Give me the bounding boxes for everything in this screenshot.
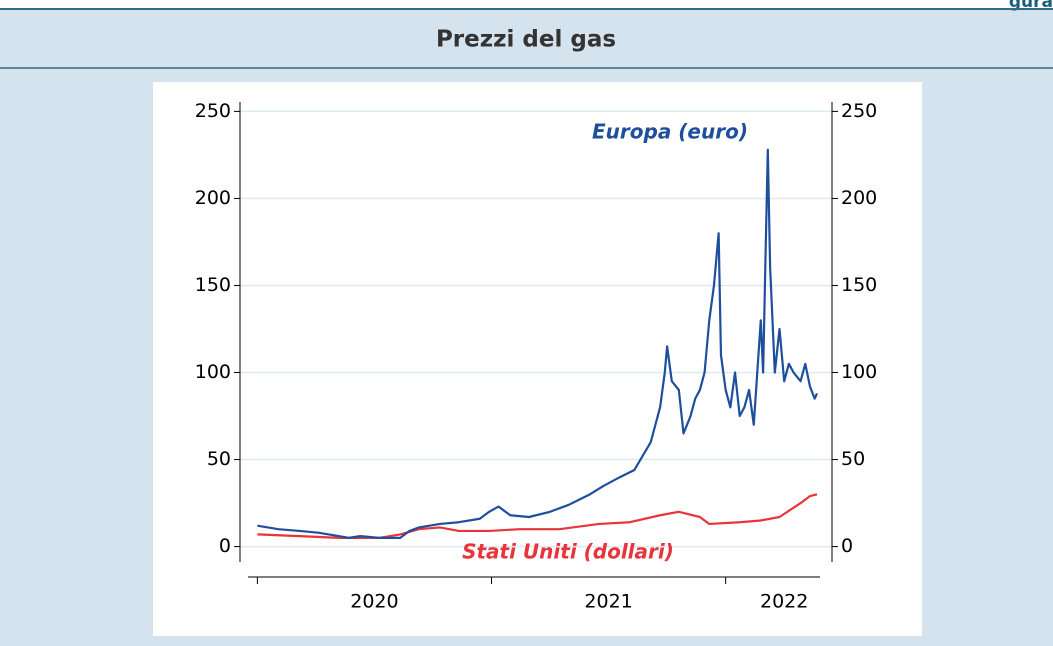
y-tick-label: 250: [195, 100, 231, 122]
annotation: Stati Uniti (dollari): [462, 540, 674, 564]
y-tick-label: 50: [207, 448, 231, 470]
y2-tick-label: 50: [841, 448, 865, 470]
y-tick-label: 200: [195, 187, 231, 209]
y2-tick-label: 200: [841, 187, 877, 209]
y2-tick-label: 0: [841, 535, 853, 557]
plot-background: [153, 82, 922, 636]
top-strip: [0, 0, 1053, 9]
y-tick-label: 100: [195, 361, 231, 383]
y2-tick-label: 250: [841, 100, 877, 122]
x-tick-label: 2020: [350, 591, 398, 613]
y2-tick-label: 150: [841, 274, 877, 296]
x-tick-label: 2022: [760, 591, 808, 613]
y2-tick-label: 100: [841, 361, 877, 383]
y-tick-label: 150: [195, 274, 231, 296]
y-tick-label: 0: [219, 535, 231, 557]
figure-label: gura: [1009, 0, 1053, 12]
line-series: [257, 493, 818, 539]
line-series: [257, 148, 818, 539]
chart-title: Prezzi del gas: [436, 27, 616, 53]
annotation: Europa (euro): [592, 120, 748, 144]
x-tick-label: 2021: [584, 591, 632, 613]
